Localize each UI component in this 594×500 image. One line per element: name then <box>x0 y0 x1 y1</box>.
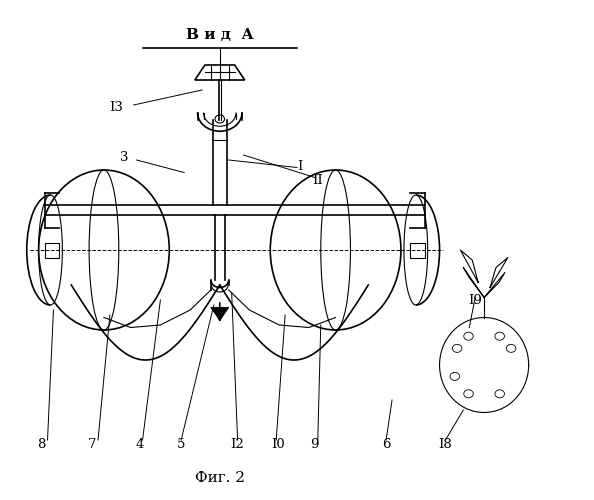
Text: 8: 8 <box>37 438 46 452</box>
Text: I9: I9 <box>468 294 482 306</box>
Text: I8: I8 <box>438 438 453 452</box>
Text: 3: 3 <box>121 151 129 164</box>
Text: 6: 6 <box>382 438 390 452</box>
Polygon shape <box>211 308 229 320</box>
Text: 9: 9 <box>311 438 319 452</box>
Text: 5: 5 <box>177 438 185 452</box>
Text: В и д  А: В и д А <box>186 28 254 42</box>
Text: 7: 7 <box>88 438 96 452</box>
Text: II: II <box>312 174 323 186</box>
Text: I0: I0 <box>271 438 285 452</box>
Text: I2: I2 <box>230 438 245 452</box>
Text: 4: 4 <box>135 438 144 452</box>
Text: Фиг. 2: Фиг. 2 <box>195 470 245 484</box>
Text: I3: I3 <box>109 101 123 114</box>
Text: I: I <box>297 160 303 172</box>
